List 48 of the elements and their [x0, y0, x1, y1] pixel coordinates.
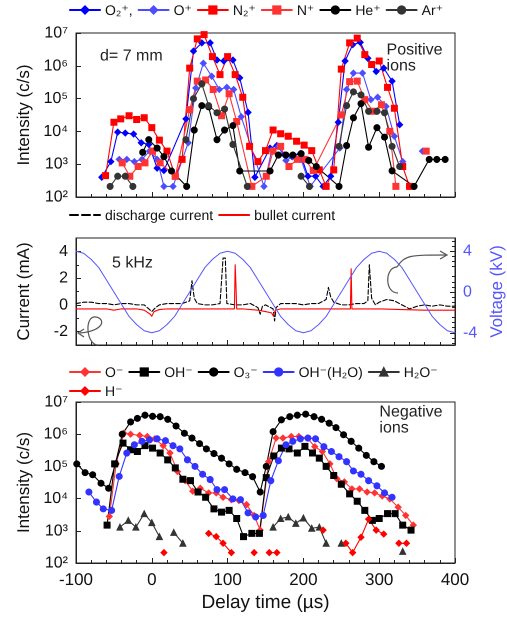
- x-tick-label: 300: [365, 570, 394, 589]
- legend-label: H₂O⁻: [404, 364, 438, 380]
- y-axis-title: Current (mA): [14, 242, 33, 341]
- x-tick-label: 0: [147, 570, 157, 589]
- x-tick-label: 400: [440, 570, 470, 589]
- legend-label: He⁺: [355, 2, 381, 18]
- legend-label: N₂⁺: [232, 2, 256, 18]
- legend-label: discharge current: [105, 207, 214, 223]
- y-tick-label: 10³: [44, 522, 69, 540]
- legend-label: O⁺: [174, 2, 192, 18]
- y-tick-label: 4: [59, 242, 68, 260]
- y-tick-label: 10⁵: [44, 458, 68, 475]
- legend-label: N⁺: [296, 2, 314, 18]
- y-tick-label: 10⁴: [43, 490, 68, 508]
- y-tick-label: 10³: [44, 156, 69, 173]
- annotation: Positive ions: [386, 42, 447, 74]
- x-tick-label: -100: [58, 570, 94, 589]
- y-tick-label: 10⁷: [44, 394, 68, 410]
- legend-label: H⁻: [105, 383, 122, 399]
- y-tick-label: 10²: [44, 188, 69, 206]
- legend-label: OH⁻(H₂O): [298, 364, 363, 380]
- y-tick-label: 10⁶: [44, 426, 68, 443]
- x-tick-label: 100: [213, 570, 242, 589]
- y-tick-label: -2: [54, 323, 68, 340]
- y-tick-label: 10⁵: [44, 90, 68, 108]
- legend-label: OH⁻: [164, 364, 193, 380]
- x-axis-title: Delay time (µs): [201, 592, 330, 613]
- y-tick-label: 10⁷: [44, 24, 68, 42]
- y-tick-label: 10⁴: [43, 122, 68, 140]
- annotation: 5 kHz: [112, 254, 153, 272]
- y-tick-label: 0: [59, 296, 68, 314]
- y2-axis-title: Voltage (kV): [487, 245, 506, 338]
- annotation: Negative ions: [379, 404, 447, 436]
- y-tick-label: 10⁶: [44, 57, 68, 74]
- legend-label: Ar⁺: [422, 2, 443, 18]
- y2-tick-label: 4: [463, 242, 472, 260]
- legend-label: O₂⁺,: [105, 2, 133, 18]
- legend-label: O₃⁻: [234, 364, 258, 380]
- legend-label: bullet current: [254, 207, 336, 223]
- y-axis-title: Intensity (c/s): [14, 432, 33, 534]
- x-tick-label: 200: [289, 570, 318, 589]
- y2-tick-label: 0: [463, 284, 472, 301]
- legend-label: O⁻: [105, 364, 124, 380]
- y-tick-label: 10²: [44, 554, 69, 572]
- y2-tick-label: -4: [463, 324, 478, 342]
- annotation: d= 7 mm: [100, 48, 163, 64]
- y-tick-label: 2: [59, 270, 68, 287]
- y-axis-title: Intensity (c/s): [14, 64, 33, 166]
